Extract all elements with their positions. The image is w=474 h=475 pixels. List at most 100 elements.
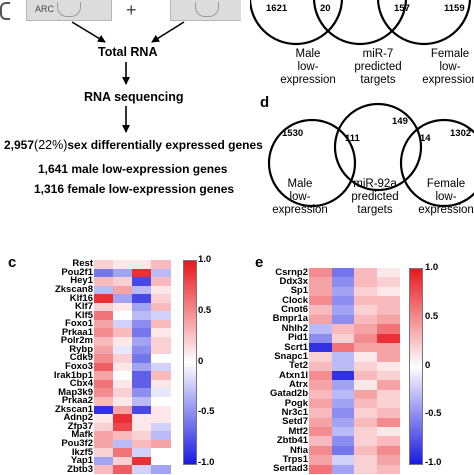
heatmap-cell [94,379,114,389]
colorbar-tick-label: -1.0 [198,457,215,468]
heatmap-cell [309,268,332,278]
heatmap-cell [113,422,133,432]
heatmap-cell [151,388,171,398]
heatmap-c-colorbar [183,260,197,465]
gene-label: Ddx3x [279,276,308,288]
heatmap-cell [94,319,114,329]
heatmap-cell [94,268,114,278]
heatmap-cell [331,314,355,325]
heatmap-cell [376,445,400,456]
gene-label: Yap1 [70,455,93,467]
venn-circle-left [250,0,344,46]
heatmap-cell [331,445,355,456]
arrow-right-to-rna [151,21,185,43]
heatmap-cell [354,286,377,297]
gene-label: Pogk [284,397,308,409]
step-total-rna: Total RNA [98,45,158,59]
heatmap-cell [376,277,400,288]
result-line-2: 1,641 male low-expression genes [38,162,228,176]
heatmap-cell [331,324,355,335]
heatmap-cell [132,285,152,295]
heatmap-cell [113,465,133,475]
heatmap-cell [309,380,332,391]
heatmap-cell [132,422,152,432]
heatmap-cell [309,314,332,325]
venn-top-panel: 1621 20 157 1159 Male low- expression mi… [250,0,474,90]
heatmap-cell [376,464,400,475]
heatmap-cell [354,389,377,400]
gene-label: Adnp2 [63,412,93,424]
heatmap-cell [151,422,171,432]
heatmap-cell [376,389,400,400]
venn-d-label-male: Male low- expression [272,178,328,216]
heatmap-cell [113,319,133,329]
gene-label: Zfp37 [67,420,93,432]
gene-label: Setd7 [282,416,308,428]
heatmap-cell [113,285,133,295]
result-percent: (22%) [34,138,68,152]
heatmap-cell [331,455,355,466]
venn-d-circle-mid [333,102,423,192]
heatmap-cell [331,277,355,288]
heatmap-cell [94,277,114,287]
gene-label: Pid1 [287,332,308,344]
gene-label: Clock [282,294,308,306]
panel-letter-c: c [8,254,17,271]
heatmap-cell [376,342,400,353]
gene-label: Prkaa2 [61,395,93,407]
heatmap-cell [113,260,133,270]
gene-label: Csrnp2 [275,266,308,278]
heatmap-cell [331,464,355,475]
heatmap-cell [354,268,377,278]
heatmap-cell [354,305,377,316]
venn-top-midright-count: 157 [394,3,410,14]
venn-d-panel: d 1530 111 149 14 1302 Male low- express… [250,90,474,250]
venn-d-circles [267,102,474,208]
heatmap-cell [132,379,152,389]
brain-image-texture [195,2,219,17]
heatmap-cell [132,328,152,338]
venn-d-label-mir92a: miR-92a predicted targets [351,178,399,216]
heatmap-cell [354,361,377,372]
heatmap-e-grid [309,268,400,475]
venn-d-circle-right [399,118,474,208]
heatmap-cell [376,324,400,335]
heatmap-cell [94,456,114,466]
gene-label: Foxo3 [65,361,93,372]
step-rna-sequencing: RNA sequencing [84,90,184,104]
gene-label: Cbx4 [69,378,93,390]
heatmap-cell [309,464,332,475]
heatmap-c-grid [94,260,171,475]
gene-label: Rybp [69,343,93,355]
colorbar-tick-label: 0.5 [425,310,439,322]
gene-label: Ikzf5 [71,446,93,458]
bracket-mark [0,2,10,20]
heatmap-cell [151,396,171,406]
heatmap-cell [309,333,332,344]
heatmap-cell [151,302,171,312]
gene-label: Atxn1l [278,369,308,381]
heatmap-cell [376,436,400,447]
heatmap-cell [132,448,152,458]
heatmap-cell [132,302,152,312]
plus-sign: + [126,0,137,20]
venn-circle-mid [312,0,408,46]
heatmap-cell [331,361,355,372]
heatmap-cell [94,294,114,304]
heatmap-cell [331,268,355,278]
heatmap-cell [309,399,332,409]
gene-label: Sp1 [290,285,308,297]
heatmap-cell [132,388,152,398]
heatmap-cell [354,427,377,437]
heatmap-cell [94,337,114,347]
heatmap-cell [354,408,377,419]
heatmap-cell [113,379,133,389]
heatmap-cell [151,345,171,355]
heatmap-cell [331,296,355,306]
heatmap-cell [354,370,377,381]
heatmap-cell [354,436,377,447]
venn-top-label-mir7: miR-7 predicted targets [354,48,402,86]
venn-top-label-female: Female low- expression [422,48,474,86]
heatmap-e-panel: e Csrnp2 Ddx3x Sp1 Clock Cnot6 Bmpr1a Nhlh2 Pid… [237,250,474,475]
heatmap-cell [113,345,133,355]
